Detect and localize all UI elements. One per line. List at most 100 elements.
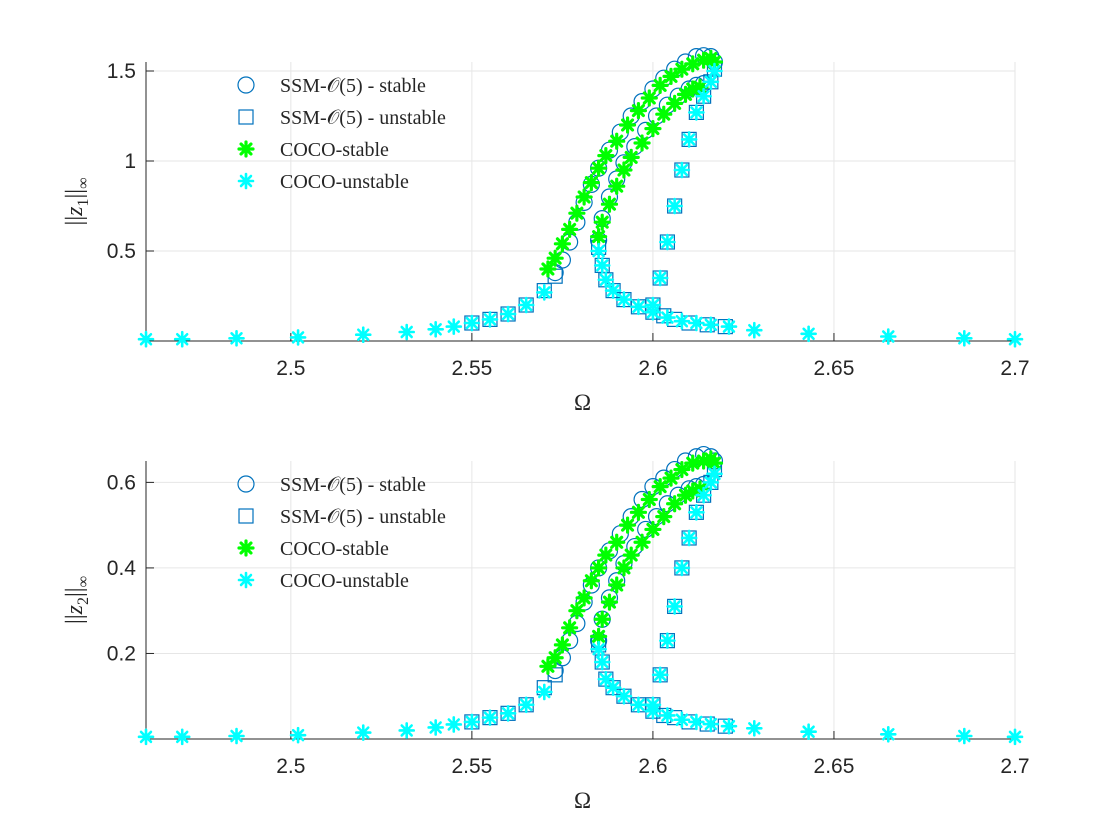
data-point xyxy=(604,679,622,696)
data-point xyxy=(633,533,651,551)
data-point xyxy=(228,329,245,347)
legend-marker xyxy=(237,571,255,589)
data-point xyxy=(695,87,712,105)
data-point xyxy=(622,546,640,564)
data-point xyxy=(659,233,676,251)
data-point xyxy=(590,559,608,577)
x-tick-label: 2.7 xyxy=(1000,357,1029,380)
data-point xyxy=(688,314,705,332)
data-point xyxy=(608,576,626,594)
y-axis-label: ||z1||∞ xyxy=(62,178,92,226)
data-point xyxy=(956,727,973,745)
legend-marker xyxy=(238,109,254,125)
data-point xyxy=(546,249,564,267)
data-point xyxy=(398,323,416,341)
data-point xyxy=(659,309,676,326)
data-point xyxy=(673,559,691,577)
data-point xyxy=(517,296,535,314)
data-point xyxy=(535,683,553,701)
data-point xyxy=(702,73,720,91)
data-point xyxy=(662,469,680,487)
x-axis-label: Ω xyxy=(574,788,591,813)
data-point xyxy=(644,520,662,539)
data-point xyxy=(553,636,571,654)
legend-marker xyxy=(237,172,255,190)
data-point xyxy=(173,330,191,348)
data-point xyxy=(629,503,648,521)
y-tick-label: 0.4 xyxy=(107,557,137,580)
data-point xyxy=(673,711,691,729)
data-point xyxy=(561,220,579,238)
data-point xyxy=(546,649,564,667)
data-point xyxy=(666,495,684,513)
data-point xyxy=(137,330,155,348)
x-axis-label: Ω xyxy=(574,390,591,415)
data-point xyxy=(590,228,608,246)
data-point xyxy=(629,101,648,120)
y-tick-label: 0.5 xyxy=(107,240,136,263)
y-tick-label: 1.5 xyxy=(107,60,136,83)
series-square xyxy=(464,461,733,734)
data-point xyxy=(644,119,662,138)
data-point xyxy=(706,465,723,483)
data-point xyxy=(640,490,658,509)
data-point xyxy=(705,53,724,71)
data-point xyxy=(666,94,684,113)
data-point xyxy=(354,724,372,741)
data-point xyxy=(597,271,615,289)
data-point xyxy=(673,60,691,78)
data-point xyxy=(640,89,658,107)
panel-bottom: 2.5 2.55 2.6 2.65 2.7 0.2 0.4 0.6 Ω ||z2||∞ SSM-𝒪(… xyxy=(62,445,1030,813)
data-point xyxy=(720,318,738,335)
legend: SSM-𝒪(5) - stable SSM-𝒪(5) - unstable COCO… xyxy=(237,75,446,193)
data-point xyxy=(398,722,416,739)
data-point xyxy=(745,321,763,339)
data-point xyxy=(354,326,372,344)
x-tick-label: 2.7 xyxy=(1000,755,1029,778)
data-point xyxy=(688,713,705,731)
x-tick-label: 2.5 xyxy=(276,357,305,380)
panel-top: 2.5 2.55 2.6 2.65 2.7 0.5 1 1.5 Ω ||z1||∞ SSM-𝒪(5)… xyxy=(62,47,1030,415)
x-tick-label: 2.6 xyxy=(638,357,667,380)
y-tick-label: 0.6 xyxy=(107,471,136,494)
x-tick-label: 2.5 xyxy=(276,755,305,778)
data-point xyxy=(608,533,626,551)
data-point xyxy=(651,666,669,684)
series-asterisk-filled xyxy=(539,49,724,278)
legend-label: COCO-stable xyxy=(280,538,389,560)
data-point xyxy=(499,705,517,722)
data-point xyxy=(644,296,662,314)
data-point xyxy=(644,696,662,714)
legend-label: COCO-unstable xyxy=(280,570,409,592)
data-point xyxy=(597,546,615,564)
data-point xyxy=(879,328,897,345)
data-point xyxy=(600,195,619,213)
legend-marker xyxy=(237,140,255,158)
data-point xyxy=(618,116,637,134)
data-point xyxy=(582,572,600,590)
data-point xyxy=(659,632,676,649)
data-point xyxy=(535,284,553,301)
data-point xyxy=(593,653,611,671)
data-point xyxy=(553,235,571,253)
data-point xyxy=(593,213,611,231)
y-axis-label: ||z2||∞ xyxy=(62,576,92,624)
data-point xyxy=(590,640,607,658)
data-point xyxy=(593,610,611,628)
data-point xyxy=(618,516,637,534)
data-point xyxy=(228,727,245,745)
data-point xyxy=(600,593,619,611)
data-point xyxy=(615,161,633,179)
legend: SSM-𝒪(5) - stable SSM-𝒪(5) - unstable COCO… xyxy=(237,474,446,592)
data-point xyxy=(1006,728,1024,746)
data-point xyxy=(539,260,557,278)
data-point xyxy=(427,719,444,736)
series-circle xyxy=(546,445,724,680)
data-point xyxy=(173,728,191,746)
x-tick-label: 2.6 xyxy=(638,755,667,778)
data-point xyxy=(666,197,683,215)
data-point xyxy=(463,713,481,731)
data-point xyxy=(608,132,626,150)
legend-label: SSM-𝒪(5) - stable xyxy=(280,75,426,97)
